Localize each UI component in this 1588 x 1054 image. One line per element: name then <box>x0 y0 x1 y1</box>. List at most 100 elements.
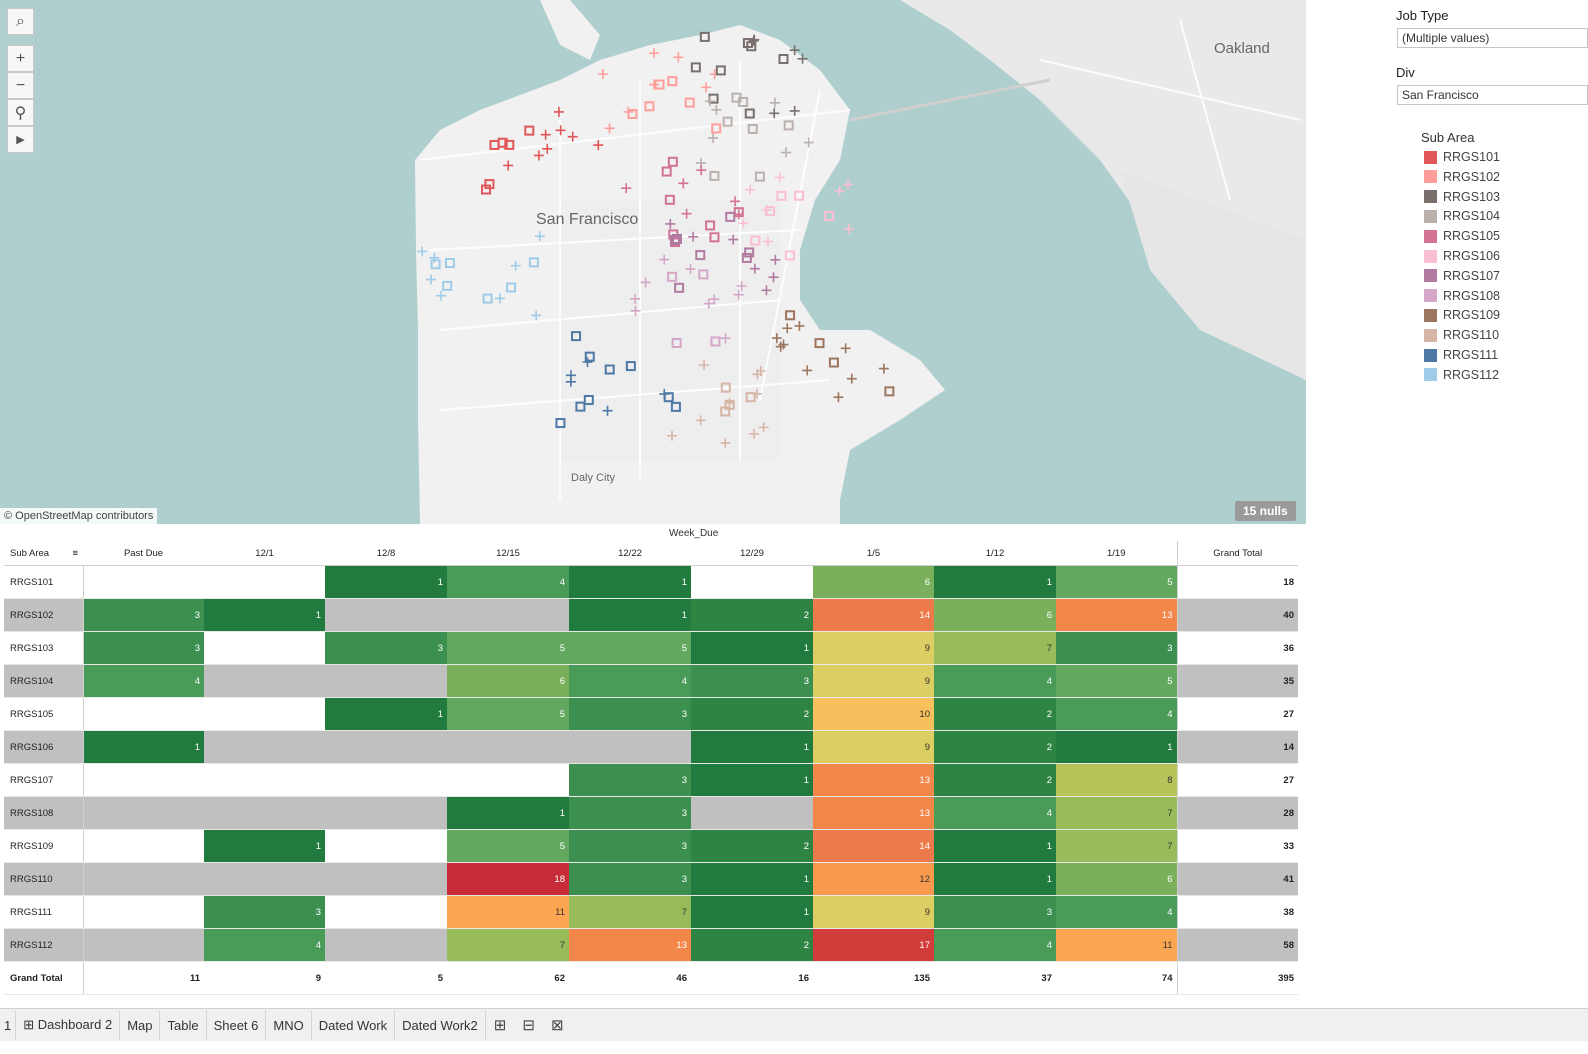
map-marker[interactable] <box>747 123 758 134</box>
column-header[interactable]: 1/5 <box>813 541 934 566</box>
column-grand-total[interactable]: 135 <box>813 961 934 995</box>
map-marker[interactable] <box>667 430 678 441</box>
table-cell[interactable] <box>325 796 447 830</box>
row-header[interactable]: RRGS112 <box>4 928 84 962</box>
row-grand-total[interactable]: 41 <box>1176 862 1298 896</box>
map-marker[interactable] <box>567 131 578 142</box>
table-cell[interactable]: 3 <box>569 862 691 896</box>
table-cell[interactable] <box>325 928 447 962</box>
row-header[interactable]: RRGS101 <box>4 565 84 599</box>
map-marker[interactable] <box>733 289 744 300</box>
map-marker[interactable] <box>481 184 492 195</box>
column-header[interactable]: 12/8 <box>325 541 447 566</box>
table-cell[interactable]: 11 <box>447 895 569 929</box>
row-header[interactable]: RRGS109 <box>4 829 84 863</box>
map-marker[interactable] <box>695 250 706 261</box>
play-icon[interactable]: ▶ <box>7 126 34 153</box>
map-marker[interactable] <box>649 48 660 59</box>
table-cell[interactable] <box>83 862 204 896</box>
table-cell[interactable]: 2 <box>934 697 1056 731</box>
table-cell[interactable]: 1 <box>691 763 813 797</box>
table-cell[interactable]: 7 <box>447 928 569 962</box>
nulls-indicator[interactable]: 15 nulls <box>1235 501 1296 521</box>
table-cell[interactable]: 6 <box>813 565 934 599</box>
table-cell[interactable] <box>325 763 447 797</box>
pin-icon[interactable]: ⚲ <box>7 99 34 126</box>
map-marker[interactable] <box>749 428 760 439</box>
map-marker[interactable] <box>745 392 756 403</box>
table-cell[interactable]: 9 <box>813 664 934 698</box>
table-cell[interactable] <box>83 829 204 863</box>
map-marker[interactable] <box>840 343 851 354</box>
map-marker[interactable] <box>698 269 709 280</box>
map-marker[interactable] <box>709 232 720 243</box>
map-marker[interactable] <box>768 272 779 283</box>
table-cell[interactable] <box>325 895 447 929</box>
map-marker[interactable] <box>843 223 854 234</box>
map-marker[interactable] <box>776 190 787 201</box>
map-marker[interactable] <box>754 171 765 182</box>
map-marker[interactable] <box>708 133 719 144</box>
table-cell[interactable] <box>691 796 813 830</box>
map-credit[interactable]: © OpenStreetMap contributors <box>0 508 158 524</box>
table-cell[interactable]: 3 <box>934 895 1056 929</box>
map-marker[interactable] <box>510 260 521 271</box>
table-cell[interactable]: 13 <box>569 928 691 962</box>
map-marker[interactable] <box>640 277 651 288</box>
table-cell[interactable]: 3 <box>569 796 691 830</box>
search-icon[interactable]: ⌕ <box>7 8 34 35</box>
table-cell[interactable]: 12 <box>813 862 934 896</box>
tab-table[interactable]: Table <box>160 1010 207 1040</box>
legend-item-rrgs109[interactable]: RRGS109 <box>1424 307 1500 323</box>
table-cell[interactable]: 1 <box>569 565 691 599</box>
map-marker[interactable] <box>528 257 539 268</box>
map-marker[interactable] <box>542 143 553 154</box>
table-cell[interactable]: 4 <box>934 664 1056 698</box>
map-marker[interactable] <box>778 54 789 65</box>
map-marker[interactable] <box>720 382 731 393</box>
table-cell[interactable]: 4 <box>934 796 1056 830</box>
map-marker[interactable] <box>593 140 604 151</box>
map-marker[interactable] <box>762 236 773 247</box>
column-header[interactable]: 1/12 <box>934 541 1056 566</box>
row-header[interactable]: RRGS102 <box>4 598 84 632</box>
table-cell[interactable]: 5 <box>447 697 569 731</box>
map-marker[interactable] <box>802 365 813 376</box>
map-marker[interactable] <box>709 170 720 181</box>
row-grand-total[interactable]: 38 <box>1176 895 1298 929</box>
row-grand-total[interactable]: 58 <box>1176 928 1298 962</box>
map-marker[interactable] <box>744 108 755 119</box>
table-cell[interactable]: 6 <box>934 598 1056 632</box>
map-marker[interactable] <box>770 254 781 265</box>
map-marker[interactable] <box>442 280 453 291</box>
map-marker[interactable] <box>584 351 595 362</box>
legend-item-rrgs108[interactable]: RRGS108 <box>1424 288 1500 304</box>
map-marker[interactable] <box>741 252 752 263</box>
map-marker[interactable] <box>673 52 684 63</box>
row-grand-total[interactable]: 27 <box>1176 697 1298 731</box>
map-marker[interactable] <box>744 247 755 258</box>
map-canvas[interactable] <box>0 0 1306 524</box>
map-marker[interactable] <box>684 97 695 108</box>
map-view[interactable]: ⌕ + − ⚲ ▶ San Francisco Oakland Daly Cit… <box>0 0 1306 524</box>
row-header[interactable]: RRGS106 <box>4 730 84 764</box>
map-marker[interactable] <box>665 218 676 229</box>
map-marker[interactable] <box>678 178 689 189</box>
map-marker[interactable] <box>758 422 769 433</box>
column-header[interactable]: 12/29 <box>691 541 813 566</box>
map-marker[interactable] <box>690 62 701 73</box>
table-cell[interactable]: 9 <box>813 631 934 665</box>
row-header[interactable]: RRGS104 <box>4 664 84 698</box>
tab-dated-work[interactable]: Dated Work <box>312 1010 396 1040</box>
map-marker[interactable] <box>674 282 685 293</box>
map-marker[interactable] <box>482 293 493 304</box>
map-marker[interactable] <box>711 104 722 115</box>
table-cell[interactable]: 2 <box>934 730 1056 764</box>
map-marker[interactable] <box>630 293 641 304</box>
map-marker[interactable] <box>878 363 889 374</box>
map-marker[interactable] <box>789 105 800 116</box>
table-cell[interactable] <box>447 763 569 797</box>
table-cell[interactable]: 3 <box>569 763 691 797</box>
table-cell[interactable]: 4 <box>1056 895 1177 929</box>
table-cell[interactable]: 11 <box>1056 928 1177 962</box>
